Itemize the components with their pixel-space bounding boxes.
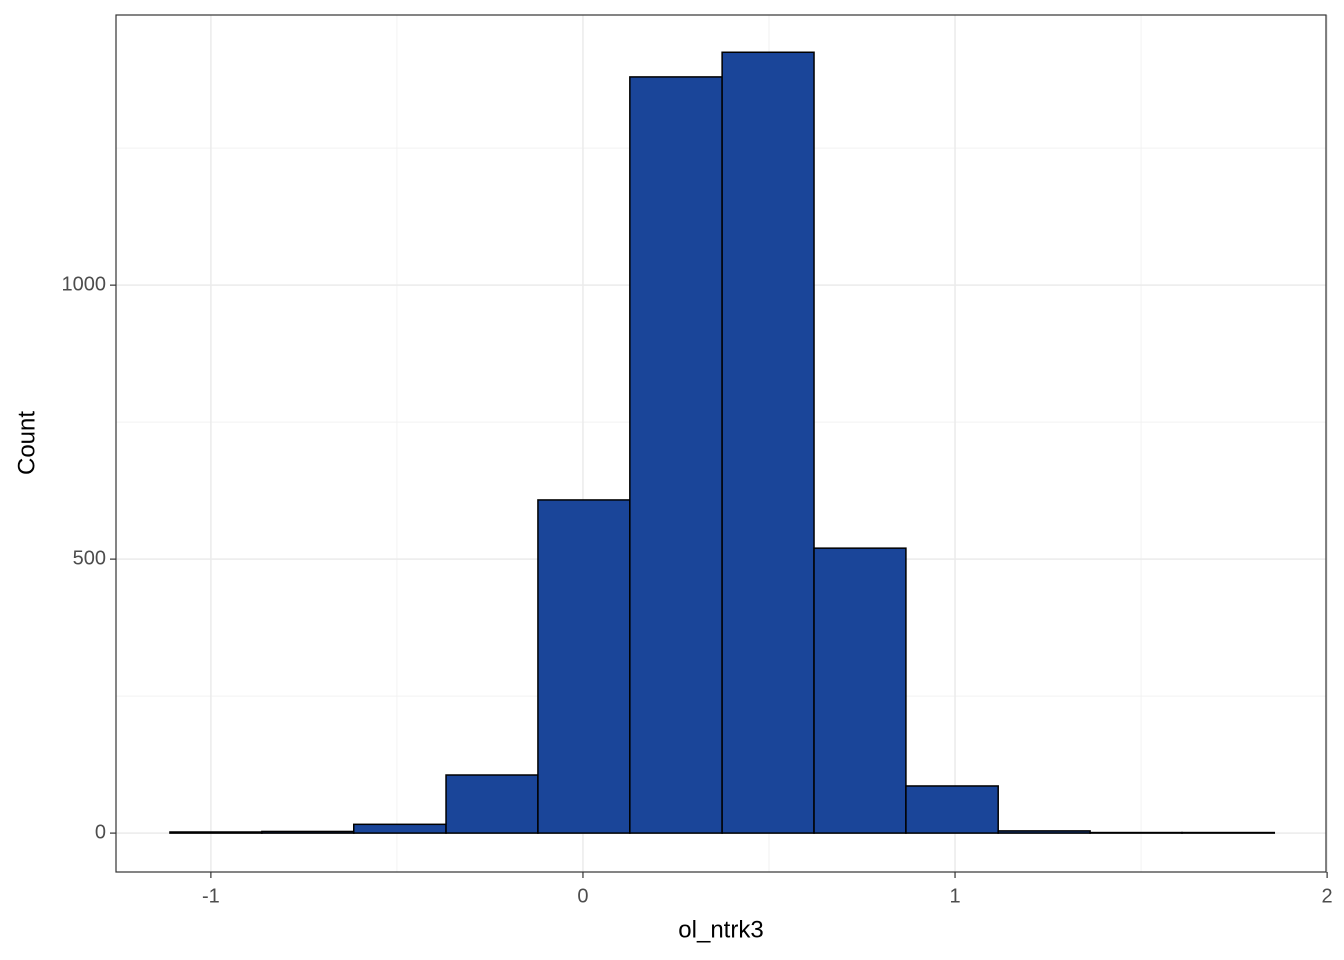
bar — [261, 830, 355, 834]
x-tick-label: 1 — [949, 885, 960, 907]
bar — [629, 76, 723, 834]
y-tick-label: 1000 — [62, 273, 107, 295]
bar — [905, 785, 999, 834]
bar — [1181, 831, 1276, 834]
panel-border — [115, 14, 1327, 873]
y-axis-title: Count — [13, 411, 40, 475]
y-tick-label: 500 — [73, 547, 106, 569]
x-tick-label: -1 — [202, 885, 220, 907]
bar — [813, 547, 907, 834]
bar — [997, 830, 1091, 834]
bar — [1089, 831, 1183, 834]
x-axis-title: ol_ntrk3 — [678, 916, 763, 943]
x-tick-label: 0 — [577, 885, 588, 907]
bar — [721, 51, 815, 834]
bar — [537, 499, 631, 834]
bar — [445, 774, 539, 834]
y-tick-label: 0 — [95, 821, 106, 843]
bar — [353, 823, 447, 834]
bar — [169, 831, 263, 834]
x-tick-label: 2 — [1322, 885, 1333, 907]
